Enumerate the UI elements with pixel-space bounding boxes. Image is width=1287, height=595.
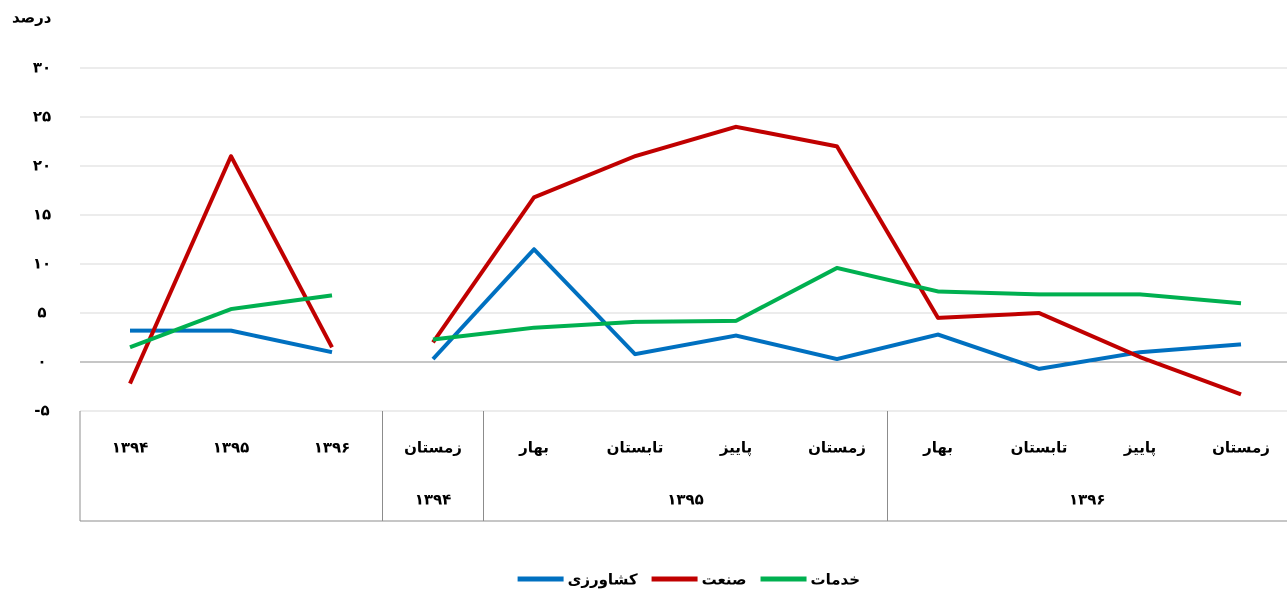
series-line: [129, 293, 333, 350]
series-line: [431, 247, 1242, 371]
x-tick-label: زمستان: [1212, 439, 1270, 457]
y-tick-label: ۳۰: [33, 59, 51, 77]
x-tick-label: زمستان: [808, 439, 866, 457]
series-line: [128, 154, 334, 385]
legend-label: صنعت: [702, 571, 747, 589]
y-tick-label: ۰: [37, 353, 46, 371]
x-tick-label: پاییز: [1123, 439, 1156, 458]
y-tick-label: ۱۰: [33, 255, 51, 273]
x-tick-label: زمستان: [404, 439, 462, 457]
legend-label: خدمات: [811, 571, 860, 589]
y-axis-label: درصد: [12, 9, 52, 27]
y-tick-label: ۵: [37, 304, 46, 322]
y-tick-label: ۱۵: [33, 206, 51, 224]
group-label: ۱۳۹۶: [1069, 491, 1106, 509]
legend-label: کشاورزی: [568, 571, 638, 589]
x-tick-label: پاییز: [719, 439, 752, 458]
x-tick-label: بهار: [518, 439, 549, 457]
series-line: [432, 265, 1242, 342]
x-tick-label: ۱۳۹۴: [112, 439, 149, 457]
series-line: [431, 124, 1242, 397]
x-tick-label: تابستان: [607, 439, 664, 457]
y-tick-label: ۲۵: [33, 108, 51, 126]
x-tick-label: ۱۳۹۵: [213, 439, 250, 457]
y-tick-label: -۵: [34, 402, 49, 420]
x-tick-label: تابستان: [1011, 439, 1068, 457]
x-tick-label: بهار: [922, 439, 953, 457]
group-label: ۱۳۹۵: [667, 491, 704, 509]
group-label: ۱۳۹۴: [415, 491, 452, 509]
y-tick-label: ۲۰: [33, 157, 51, 175]
series-line: [130, 328, 333, 355]
x-tick-label: ۱۳۹۶: [314, 439, 351, 457]
